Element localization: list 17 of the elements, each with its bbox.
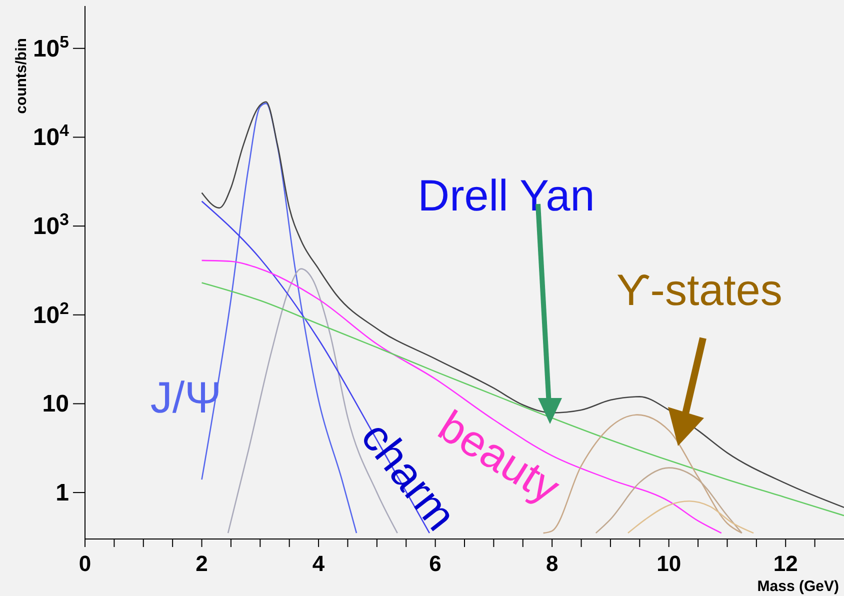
x-tick-label: 8 bbox=[546, 551, 558, 576]
y-axis-title: counts/bin bbox=[13, 38, 30, 114]
x-tick-label: 0 bbox=[78, 551, 92, 576]
x-tick-label: 2 bbox=[196, 551, 208, 576]
x-tick-label: 6 bbox=[429, 551, 442, 576]
y-tick-label: 10$^{4}$ bbox=[32, 120, 70, 152]
x-tick-label: 12 bbox=[773, 551, 798, 576]
y-tick-label: 10$^{5}$ bbox=[32, 32, 69, 62]
y-tick-label: 10 bbox=[42, 390, 69, 418]
text: ϒ-states bbox=[616, 266, 782, 315]
x-tick-label: 10 bbox=[656, 551, 682, 576]
y-tick-label: 1 bbox=[56, 480, 69, 507]
y-tick-label: 10$^{2}$ bbox=[32, 298, 69, 329]
x-axis-title: Mass (GeV) bbox=[757, 578, 839, 595]
y-tick-label: 10$^{3}$ bbox=[32, 210, 69, 240]
x-tick-label: 4 bbox=[312, 551, 326, 576]
text: Drell Yan bbox=[418, 171, 595, 220]
